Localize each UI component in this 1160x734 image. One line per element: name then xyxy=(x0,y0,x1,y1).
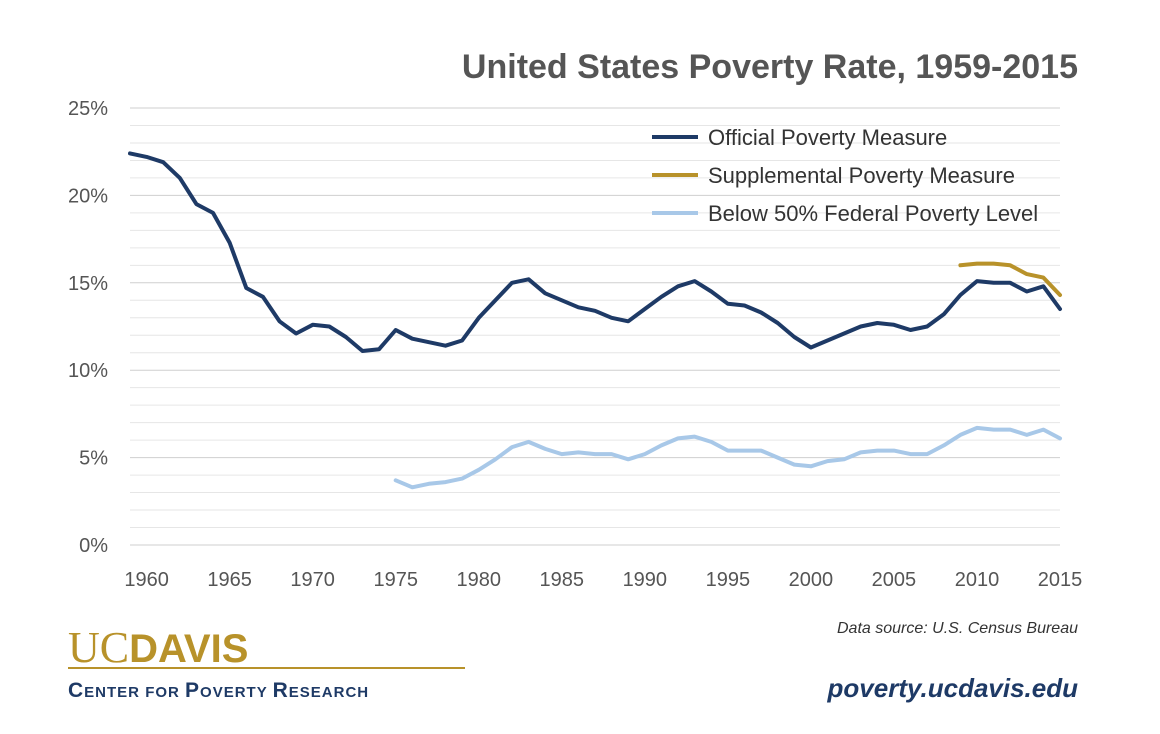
y-tick-label: 5% xyxy=(79,448,108,470)
logo-text-part: ESEARCH xyxy=(289,684,369,701)
series-line-supplemental xyxy=(958,261,1062,297)
x-tick-label: 1995 xyxy=(706,569,751,591)
y-tick-label: 25% xyxy=(68,98,108,120)
logo-text-part: FOR xyxy=(145,684,185,701)
y-tick-label: 20% xyxy=(68,185,108,207)
logo-rule xyxy=(68,667,465,669)
x-tick-label: 1985 xyxy=(540,569,585,591)
logo-text-part: ENTER xyxy=(84,684,145,701)
y-tick-label: 0% xyxy=(79,535,108,557)
x-tick-label: 1975 xyxy=(373,569,418,591)
x-tick-label: 1990 xyxy=(623,569,668,591)
legend: Official Poverty Measure Supplemental Po… xyxy=(652,125,1038,226)
x-tick-label: 1980 xyxy=(457,569,502,591)
x-tick-label: 1970 xyxy=(290,569,335,591)
x-tick-label: 2005 xyxy=(872,569,917,591)
legend-label-below-50: Below 50% Federal Poverty Level xyxy=(708,201,1038,226)
logo-text-part: C xyxy=(68,679,84,702)
x-tick-label: 2010 xyxy=(955,569,1000,591)
y-tick-label: 15% xyxy=(68,273,108,295)
x-tick-label: 2015 xyxy=(1038,569,1083,591)
logo-uc: UC xyxy=(68,623,129,672)
x-tick-label: 1965 xyxy=(207,569,252,591)
x-tick-label: 1960 xyxy=(124,569,169,591)
legend-label-supplemental: Supplemental Poverty Measure xyxy=(708,163,1015,188)
legend-label-official: Official Poverty Measure xyxy=(708,125,947,150)
x-axis-ticks: 1960 1965 1970 1975 1980 1985 1990 1995 2000 2005… xyxy=(124,569,1082,591)
logo-center-for-poverty-research: CENTER FOR POVERTY RESEARCH xyxy=(68,679,369,702)
x-tick-label: 2000 xyxy=(789,569,834,591)
data-source-note: Data source: U.S. Census Bureau xyxy=(837,620,1078,637)
data-series xyxy=(128,151,1062,490)
logo-wordmark: UCDAVIS xyxy=(68,623,248,672)
series-line-official xyxy=(128,151,1062,353)
grid-lines xyxy=(130,107,1060,546)
series-line-below-50 xyxy=(393,425,1062,490)
logo-davis: DAVIS xyxy=(129,627,248,671)
y-tick-label: 10% xyxy=(68,360,108,382)
website-link[interactable]: poverty.ucdavis.edu xyxy=(827,673,1079,703)
y-axis-ticks: 0% 5% 10% 15% 20% 25% xyxy=(68,98,108,557)
logo-text-part: OVERTY xyxy=(200,684,273,701)
ucdavis-logo: UCDAVIS CENTER FOR POVERTY RESEARCH xyxy=(68,623,465,702)
logo-text-part: P xyxy=(185,679,200,702)
chart-title: United States Poverty Rate, 1959-2015 xyxy=(462,48,1078,86)
logo-text-part: R xyxy=(273,679,289,702)
